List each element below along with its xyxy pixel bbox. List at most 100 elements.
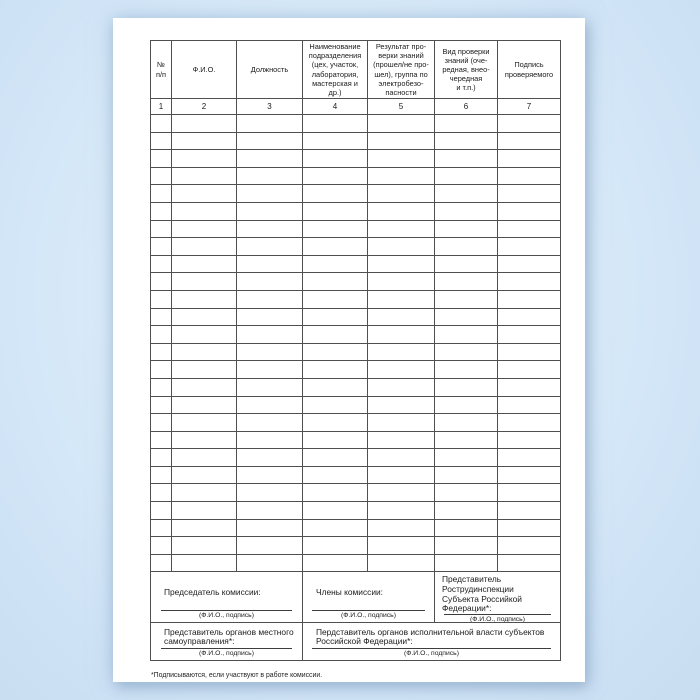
empty-cell: [150, 518, 172, 538]
empty-cell: [497, 272, 561, 291]
empty-cell: [434, 114, 498, 133]
empty-cell: [367, 377, 435, 397]
empty-cell: [367, 395, 435, 415]
column-header-position: Должность: [236, 40, 303, 99]
empty-cell: [150, 501, 172, 520]
empty-cell: [367, 465, 435, 485]
empty-cell: [150, 413, 172, 432]
empty-cell: [171, 114, 237, 133]
empty-cell: [150, 465, 172, 485]
members-label: Члены комиссии:: [316, 587, 384, 598]
empty-cell: [302, 553, 368, 573]
empty-cell: [150, 430, 172, 450]
empty-cell: [150, 395, 172, 415]
empty-cell: [434, 201, 498, 221]
empty-cell: [367, 289, 435, 309]
form-area: № п/п Ф.И.О. Должность Наименование подр…: [150, 40, 561, 679]
empty-cell: [150, 184, 172, 203]
empty-data-row: [150, 413, 561, 432]
column-number: 1: [150, 98, 172, 115]
empty-cell: [434, 184, 498, 203]
signature-caption: (Ф.И.О., подпись): [340, 612, 396, 620]
empty-cell: [236, 184, 303, 203]
empty-cell: [171, 518, 237, 538]
empty-cell: [236, 254, 303, 274]
empty-cell: [171, 377, 237, 397]
empty-cell: [302, 518, 368, 538]
empty-cell: [302, 289, 368, 309]
empty-cell: [302, 325, 368, 344]
local-government-label: Представитель органов местного самоуправ…: [164, 626, 294, 647]
empty-cell: [497, 518, 561, 538]
empty-cell: [236, 483, 303, 503]
empty-cell: [236, 377, 303, 397]
empty-cell: [367, 553, 435, 573]
empty-cell: [150, 448, 172, 467]
empty-cell: [171, 483, 237, 503]
empty-cell: [236, 413, 303, 432]
empty-cell: [434, 501, 498, 520]
empty-cell: [497, 483, 561, 503]
signature-section: Председатель комиссии: (Ф.И.О., подпись)…: [150, 571, 561, 662]
empty-cell: [497, 184, 561, 203]
empty-data-row: [150, 465, 561, 485]
empty-cell: [367, 430, 435, 450]
empty-data-row: [150, 184, 561, 203]
empty-cell: [497, 166, 561, 186]
empty-data-row: [150, 342, 561, 362]
verification-log-table: № п/п Ф.И.О. Должность Наименование подр…: [150, 40, 561, 662]
empty-cell: [302, 272, 368, 291]
signature-line: [312, 610, 425, 612]
empty-cell: [236, 501, 303, 520]
empty-cell: [367, 184, 435, 203]
column-header-check-type: Вид проверки знаний (оче- редная, внео- …: [434, 40, 498, 99]
empty-cell: [434, 413, 498, 432]
empty-data-row: [150, 483, 561, 503]
empty-cell: [171, 501, 237, 520]
empty-cell: [171, 413, 237, 432]
empty-cell: [236, 553, 303, 573]
column-header-signature: Подпись проверяемого: [497, 40, 561, 99]
empty-cell: [171, 360, 237, 379]
empty-cell: [236, 289, 303, 309]
empty-cell: [367, 237, 435, 256]
empty-cell: [236, 166, 303, 186]
empty-cell: [367, 325, 435, 344]
empty-cell: [497, 237, 561, 256]
empty-data-row: [150, 536, 561, 555]
empty-cell: [150, 272, 172, 291]
empty-cell: [150, 360, 172, 379]
chairman-label: Председатель комиссии:: [164, 587, 261, 598]
empty-cell: [150, 166, 172, 186]
empty-cell: [171, 272, 237, 291]
empty-cell: [236, 536, 303, 555]
column-number: 5: [367, 98, 435, 115]
empty-cell: [497, 395, 561, 415]
empty-cell: [302, 448, 368, 467]
empty-cell: [171, 395, 237, 415]
empty-cell: [302, 483, 368, 503]
empty-cell: [434, 430, 498, 450]
empty-cell: [302, 201, 368, 221]
empty-cell: [302, 360, 368, 379]
empty-cell: [434, 377, 498, 397]
document-sheet: № п/п Ф.И.О. Должность Наименование подр…: [113, 18, 585, 682]
empty-cell: [434, 307, 498, 327]
empty-cell: [236, 149, 303, 168]
executive-authority-label: Пердставитель органов исполнительной вла…: [316, 626, 545, 647]
signature-caption: (Ф.И.О., подпись): [469, 615, 525, 623]
empty-cell: [236, 360, 303, 379]
empty-cell: [434, 272, 498, 291]
empty-cell: [302, 342, 368, 362]
empty-cell: [150, 307, 172, 327]
empty-cell: [150, 201, 172, 221]
column-number: 2: [171, 98, 237, 115]
empty-cell: [434, 237, 498, 256]
empty-cell: [434, 553, 498, 573]
empty-data-row: [150, 149, 561, 168]
empty-data-row: [150, 395, 561, 415]
column-header-num: № п/п: [150, 40, 172, 99]
empty-cell: [302, 430, 368, 450]
empty-cell: [367, 483, 435, 503]
empty-cell: [171, 289, 237, 309]
